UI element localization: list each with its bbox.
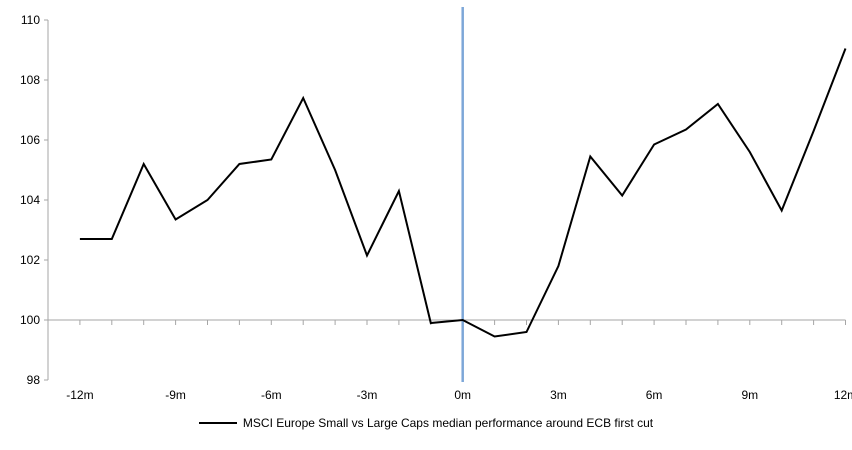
y-tick-label: 106: [20, 133, 40, 147]
series-line: [79, 48, 847, 338]
y-tick-label: 102: [20, 253, 40, 267]
legend: MSCI Europe Small vs Large Caps median p…: [0, 416, 852, 430]
y-tick-label: 108: [20, 73, 40, 87]
x-tick-label: -6m: [261, 388, 282, 402]
y-tick-label: 98: [27, 373, 41, 387]
legend-line-sample: [198, 422, 237, 424]
y-tick-label: 110: [21, 13, 40, 27]
y-tick-label: 100: [20, 313, 40, 327]
x-tick-label: 0m: [454, 388, 471, 402]
x-tick-label: 12m: [834, 388, 852, 402]
x-tick-label: 3m: [550, 388, 567, 402]
x-tick-label: 9m: [741, 388, 758, 402]
x-tick-label: -3m: [357, 388, 378, 402]
y-tick-label: 104: [20, 193, 40, 207]
x-tick-label: 6m: [646, 388, 663, 402]
x-tick-label: -9m: [165, 388, 186, 402]
x-tick-label: -12m: [66, 388, 93, 402]
legend-label: MSCI Europe Small vs Large Caps median p…: [242, 416, 654, 430]
